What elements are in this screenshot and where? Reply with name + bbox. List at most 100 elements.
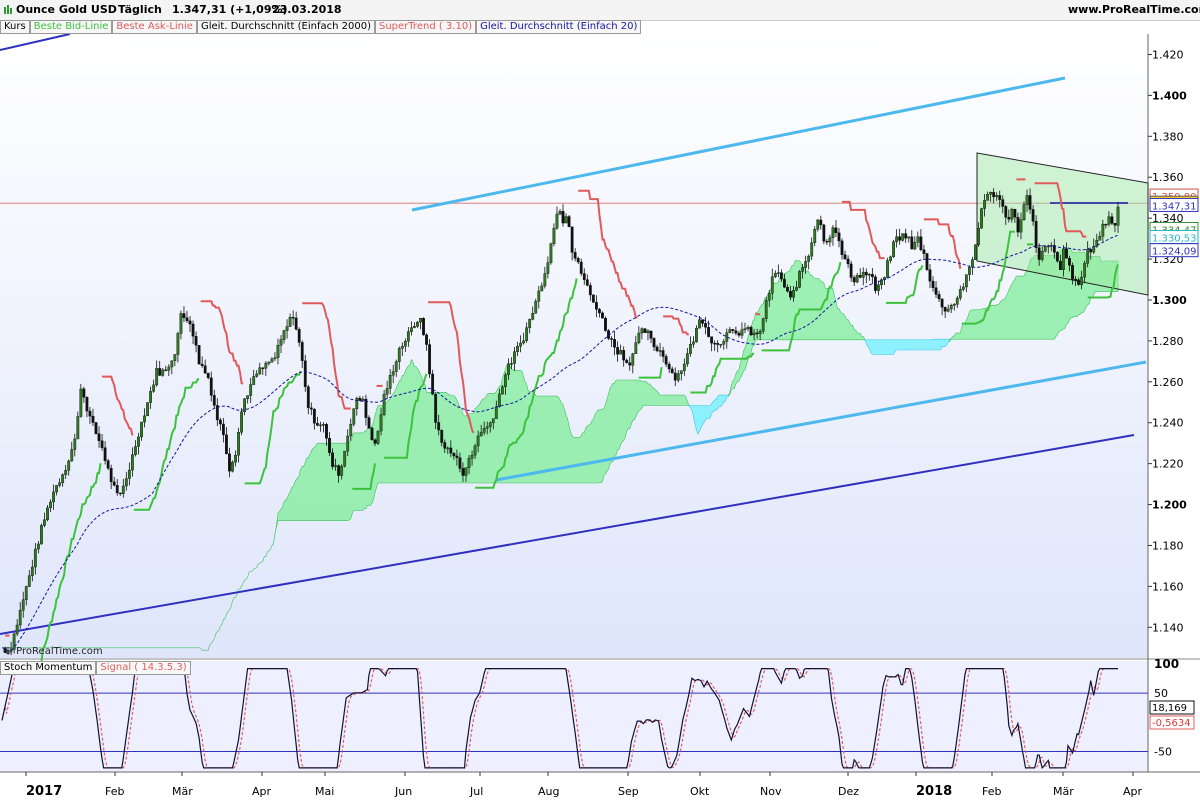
- candle-up: [995, 195, 999, 198]
- candle-down: [937, 294, 941, 300]
- legend-kurs[interactable]: Kurs: [0, 20, 30, 34]
- candle-up: [640, 328, 644, 334]
- candle-up: [728, 329, 732, 333]
- candle-down: [118, 492, 122, 495]
- candle-down: [998, 195, 1002, 200]
- candle-up: [52, 491, 55, 503]
- candle-down: [425, 334, 428, 345]
- candle-down: [325, 424, 328, 439]
- legend-signal[interactable]: Signal ( 14.3.5.3): [96, 661, 191, 675]
- candle-down: [919, 236, 923, 250]
- candle-up: [828, 237, 832, 243]
- candle-down: [203, 365, 207, 374]
- candle-up: [510, 363, 513, 365]
- y-tick-label: 1.180: [1152, 539, 1184, 552]
- candle-up: [971, 259, 974, 268]
- candle-down: [588, 285, 592, 296]
- candle-down: [652, 338, 656, 348]
- candle-up: [70, 449, 74, 462]
- candle-up: [12, 633, 16, 650]
- candle-up: [889, 256, 892, 261]
- candle-up: [867, 274, 871, 276]
- candle-down: [910, 236, 914, 250]
- legend-sma2000[interactable]: Gleit. Durchschnitt (Einfach 2000): [196, 20, 375, 34]
- candle-up: [349, 424, 353, 437]
- candle-up: [877, 284, 880, 291]
- candle-up: [282, 330, 286, 340]
- candle-down: [188, 320, 192, 325]
- candle-down: [218, 419, 222, 425]
- stoch-momentum-line: [1, 668, 1118, 770]
- candle-up: [955, 297, 959, 305]
- candle-down: [328, 438, 331, 453]
- candle-up: [343, 450, 347, 467]
- channel-lower-dark: [0, 434, 1135, 635]
- candle-down: [834, 227, 838, 234]
- candle-up: [552, 227, 556, 244]
- y-tick-label: 1.280: [1152, 335, 1184, 348]
- candle-down: [749, 327, 753, 336]
- candle-down: [852, 277, 856, 283]
- legend-best-bid[interactable]: Beste Bid-Linie: [29, 20, 113, 34]
- supertrend-down-segment: [663, 315, 689, 336]
- candle-up: [406, 331, 410, 342]
- candle-down: [716, 343, 720, 345]
- candle-up: [334, 465, 337, 467]
- candle-up: [319, 424, 322, 427]
- candle-up: [522, 340, 526, 344]
- candle-down: [373, 439, 377, 444]
- candle-up: [895, 236, 899, 242]
- candle-down: [1052, 245, 1056, 253]
- supertrend-up-segment: [1087, 264, 1119, 299]
- candle-down: [649, 330, 653, 339]
- candle-up: [1095, 240, 1099, 247]
- candle-down: [604, 317, 607, 331]
- candle-up: [485, 426, 489, 429]
- price-scale-label: 1.330,53: [1152, 234, 1197, 245]
- legend-stoch-momentum[interactable]: Stoch Momentum: [0, 661, 97, 675]
- candle-up: [279, 339, 283, 346]
- candle-down: [1071, 265, 1074, 280]
- candle-down: [664, 356, 668, 365]
- candle-up: [397, 348, 401, 362]
- candle-up: [525, 327, 529, 341]
- candle-up: [549, 243, 553, 263]
- candle-down: [1074, 279, 1077, 281]
- candle-up: [49, 501, 52, 509]
- channel-upper-light: [411, 76, 1066, 212]
- candle-up: [1086, 249, 1090, 264]
- candle-up: [631, 353, 635, 366]
- candle-up: [33, 548, 37, 568]
- candle-down: [449, 447, 453, 454]
- candle-up: [146, 402, 149, 417]
- x-tick-label: 2018: [916, 784, 952, 799]
- candle-down: [925, 253, 929, 270]
- candle-down: [931, 280, 935, 288]
- candle-down: [789, 291, 792, 298]
- candle-down: [585, 279, 589, 286]
- candle-up: [1025, 195, 1029, 205]
- candle-up: [149, 391, 152, 403]
- candle-up: [55, 485, 58, 493]
- candle-down: [200, 363, 204, 366]
- candle-up: [983, 200, 986, 209]
- legend-supertrend[interactable]: SuperTrend ( 3.10): [375, 20, 477, 34]
- candle-up: [831, 227, 835, 239]
- candle-up: [958, 289, 962, 299]
- candle-up: [143, 415, 146, 423]
- candle-up: [752, 332, 756, 336]
- legend-best-ask[interactable]: Beste Ask-Linie: [112, 20, 197, 34]
- candle-down: [643, 328, 647, 333]
- candle-down: [452, 452, 456, 457]
- candle-down: [673, 372, 677, 381]
- site-link[interactable]: www.ProRealTime.com: [1068, 3, 1200, 16]
- candle-up: [722, 341, 726, 345]
- candle-up: [21, 599, 25, 611]
- candle-down: [109, 467, 113, 483]
- candle-down: [561, 211, 565, 224]
- candle-up: [64, 470, 68, 475]
- candle-up: [946, 308, 950, 312]
- legend-sma20[interactable]: Gleit. Durchschnitt (Einfach 20): [476, 20, 642, 34]
- x-tick-label: Dez: [838, 785, 859, 798]
- price-legend: Kurs Beste Bid-Linie Beste Ask-Linie Gle…: [0, 20, 642, 34]
